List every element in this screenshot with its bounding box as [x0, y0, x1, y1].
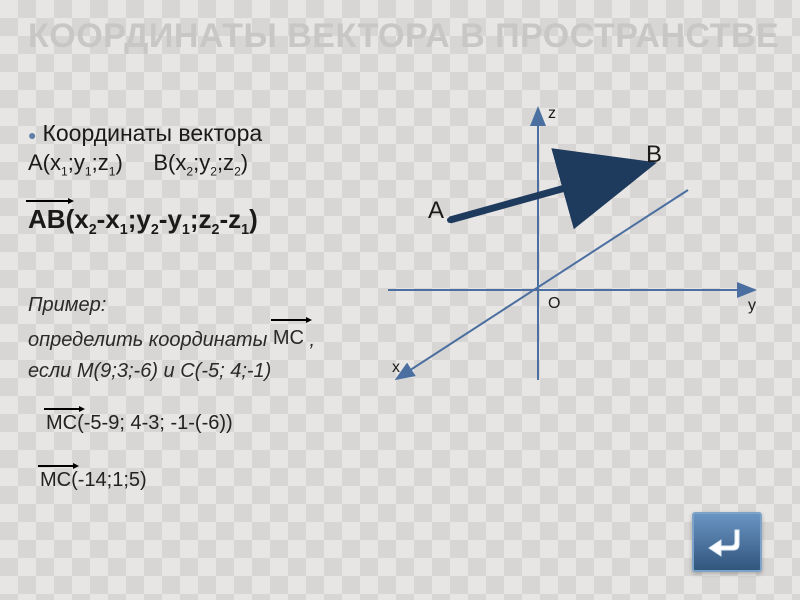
- f-s6: 1: [241, 222, 249, 238]
- pt-b-m2: ;z: [217, 150, 234, 175]
- example-line2: определить координаты MC ,: [28, 321, 315, 356]
- vec-mc-inline: MC: [273, 319, 304, 354]
- example-line1: Пример:: [28, 290, 315, 321]
- pt-a-s2: 1: [85, 164, 92, 178]
- f-m2: ;y: [128, 204, 151, 234]
- pt-a-s1: 1: [61, 164, 68, 178]
- bullet-text: ● Координаты вектора: [28, 120, 262, 147]
- pt-a-start: A(x: [28, 150, 61, 175]
- f-open: (x: [66, 204, 89, 234]
- return-arrow-icon: [703, 522, 751, 562]
- coordinate-diagram: z y x O A B: [378, 100, 768, 390]
- f-s3: 2: [151, 222, 159, 238]
- z-label: z: [548, 105, 556, 122]
- points-definition: A(x1;y1;z1) B(x2;y2;z2): [28, 150, 248, 178]
- f-m5: -z: [220, 204, 242, 234]
- f-s5: 2: [212, 222, 220, 238]
- pt-a-m1: ;y: [68, 150, 85, 175]
- ex-l2a: определить координаты: [28, 329, 273, 351]
- calculation-step2: MC(-14;1;5): [40, 465, 147, 492]
- f-s4: 1: [182, 222, 190, 238]
- ex-l2b: ,: [304, 329, 315, 351]
- vec-ab-symbol: AB: [28, 200, 66, 235]
- pt-a-end: ): [115, 150, 122, 175]
- example-block: Пример: определить координаты MC , если …: [28, 290, 315, 387]
- back-button[interactable]: [692, 512, 762, 572]
- page-title: КООРДИНАТЫ ВЕКТОРА В ПРОСТРАНСТВЕ: [28, 18, 779, 55]
- pt-b-s3: 2: [234, 164, 241, 178]
- f-close: ): [249, 204, 258, 234]
- x-label: x: [392, 359, 400, 376]
- calculation-step1: MC(-5-9; 4-3; -1-(-6)): [46, 408, 233, 435]
- point-b-label: B: [646, 141, 662, 168]
- y-label: y: [748, 297, 756, 314]
- f-s2: 1: [120, 222, 128, 238]
- vector-ab-arrow: [450, 170, 630, 220]
- f-m4: ;z: [190, 204, 212, 234]
- pt-b-start: B(x: [153, 150, 186, 175]
- pt-b-m1: ;y: [193, 150, 210, 175]
- point-a-label: A: [428, 197, 444, 224]
- example-line3: если M(9;3;-6) и C(-5; 4;-1): [28, 356, 315, 387]
- f-m3: -y: [159, 204, 182, 234]
- origin-label: O: [548, 295, 560, 312]
- vec-mc-c2: MC: [40, 465, 71, 492]
- vec-mc-c1: MC: [46, 408, 77, 435]
- f-m1: -x: [97, 204, 120, 234]
- pt-b-end: ): [241, 150, 248, 175]
- pt-b-s2: 2: [210, 164, 217, 178]
- pt-a-m2: ;z: [92, 150, 109, 175]
- calc2-text: (-14;1;5): [71, 469, 147, 491]
- bullet-icon: ●: [28, 127, 36, 143]
- vector-formula: AB(x2-x1;y2-y1;z2-z1): [28, 200, 258, 238]
- calc1-text: (-5-9; 4-3; -1-(-6)): [77, 412, 233, 434]
- bullet-label: Координаты вектора: [42, 120, 262, 146]
- f-s1: 2: [89, 222, 97, 238]
